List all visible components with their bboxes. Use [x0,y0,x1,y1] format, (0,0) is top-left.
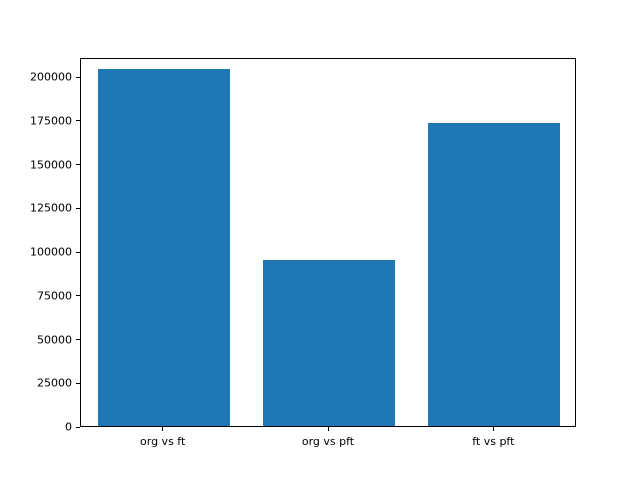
y-tick-label: 50000 [37,333,72,347]
x-tick-mark [492,427,494,431]
y-tick-mark [76,382,80,384]
y-tick-label: 75000 [37,289,72,303]
y-tick-label: 25000 [37,376,72,390]
y-tick-mark [76,120,80,122]
y-tick-mark [76,76,80,78]
y-tick-label: 150000 [30,158,72,172]
x-tick-mark [162,427,164,431]
y-tick-mark [76,426,80,428]
bar-org-vs-ft [97,69,230,426]
plot-area [80,58,576,427]
y-tick-label: 0 [65,420,72,434]
y-tick-mark [76,164,80,166]
x-tick-label: ft vs pft [472,435,515,448]
y-tick-label: 100000 [30,245,72,259]
y-tick-label: 125000 [30,201,72,215]
bar-org-vs-pft [262,259,396,426]
y-tick-mark [76,207,80,209]
bar-ft-vs-pft [428,123,561,426]
x-tick-label: org vs ft [140,435,186,448]
y-tick-mark [76,251,80,253]
y-tick-mark [76,339,80,341]
y-tick-mark [76,295,80,297]
y-tick-label: 200000 [30,70,72,84]
y-tick-label: 175000 [30,114,72,128]
x-tick-label: org vs pft [301,435,355,448]
x-tick-mark [327,427,329,431]
